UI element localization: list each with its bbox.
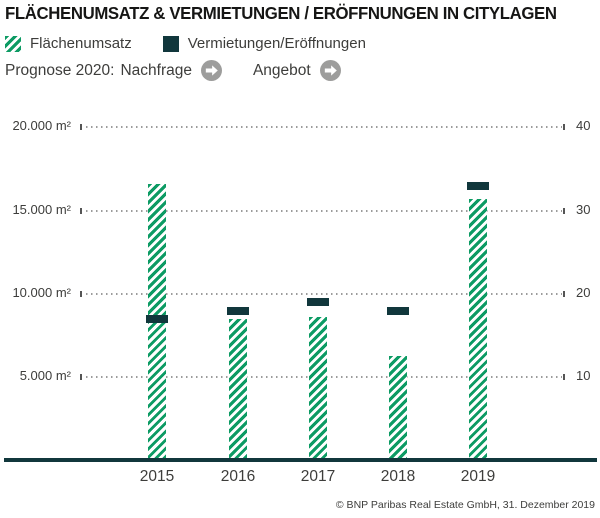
forecast-label: Angebot (252, 61, 311, 79)
bar-2018 (389, 355, 407, 461)
copyright-note: © BNP Paribas Real Estate GmbH, 31. Deze… (335, 499, 595, 511)
legend: Flächenumsatz Vermietungen/Eröffnungen (5, 35, 366, 52)
hatched-swatch-icon (5, 35, 21, 52)
left-axis-tick (80, 374, 82, 381)
left-axis-label: 5.000 m² (19, 368, 71, 384)
forecast-label: Nachfrage (120, 61, 192, 79)
marker-2019 (467, 181, 489, 190)
legend-label: Vermietungen/Eröffnungen (187, 35, 366, 52)
legend-item-vermietungen: Vermietungen/Eröffnungen (162, 35, 366, 52)
x-axis-label: 2015 (139, 468, 175, 485)
arrow-right-circle-icon (319, 60, 341, 81)
marker-2015 (146, 314, 168, 323)
gridline-1 (86, 209, 562, 212)
bar-2017 (309, 317, 327, 461)
forecast-item-nachfrage: Nachfrage (120, 60, 222, 81)
left-axis-tick (80, 207, 82, 214)
forecast-prefix: Prognose 2020: (5, 61, 115, 79)
right-axis-tick (563, 374, 565, 381)
marker-2016 (227, 306, 249, 315)
right-axis-tick (563, 124, 565, 131)
gridline-2 (86, 292, 562, 295)
x-axis-label: 2018 (380, 468, 416, 485)
x-axis-baseline (4, 458, 597, 462)
left-axis-label: 15.000 m² (12, 201, 71, 217)
right-axis-label: 40 (576, 118, 591, 134)
chart-title: FLÄCHENUMSATZ & VERMIETUNGEN / ERÖFFNUNG… (5, 3, 557, 23)
gridline-0 (86, 126, 562, 129)
right-axis-label: 10 (576, 368, 591, 384)
forecast-item-angebot: Angebot (253, 60, 341, 81)
forecast-row: Prognose 2020: Nachfrage Angebot (5, 60, 341, 81)
left-axis-label: 10.000 m² (12, 284, 71, 300)
arrow-right-circle-icon (200, 60, 222, 81)
x-axis-label: 2016 (220, 468, 256, 485)
bar-2019 (469, 198, 487, 461)
right-axis-tick (563, 207, 565, 214)
right-axis-tick (563, 290, 565, 297)
bar-2016 (229, 318, 247, 461)
left-axis-tick (80, 290, 82, 297)
marker-2017 (307, 298, 329, 307)
marker-2018 (387, 306, 409, 315)
right-axis-label: 30 (576, 201, 591, 217)
right-axis-label: 20 (576, 284, 591, 300)
legend-label: Flächenumsatz (30, 35, 132, 52)
solid-swatch-icon (162, 35, 179, 52)
left-axis-tick (80, 124, 82, 131)
x-axis-label: 2019 (460, 468, 496, 485)
left-axis-label: 20.000 m² (12, 118, 71, 134)
legend-item-flaechenumsatz: Flächenumsatz (5, 35, 132, 52)
x-axis-label: 2017 (300, 468, 336, 485)
